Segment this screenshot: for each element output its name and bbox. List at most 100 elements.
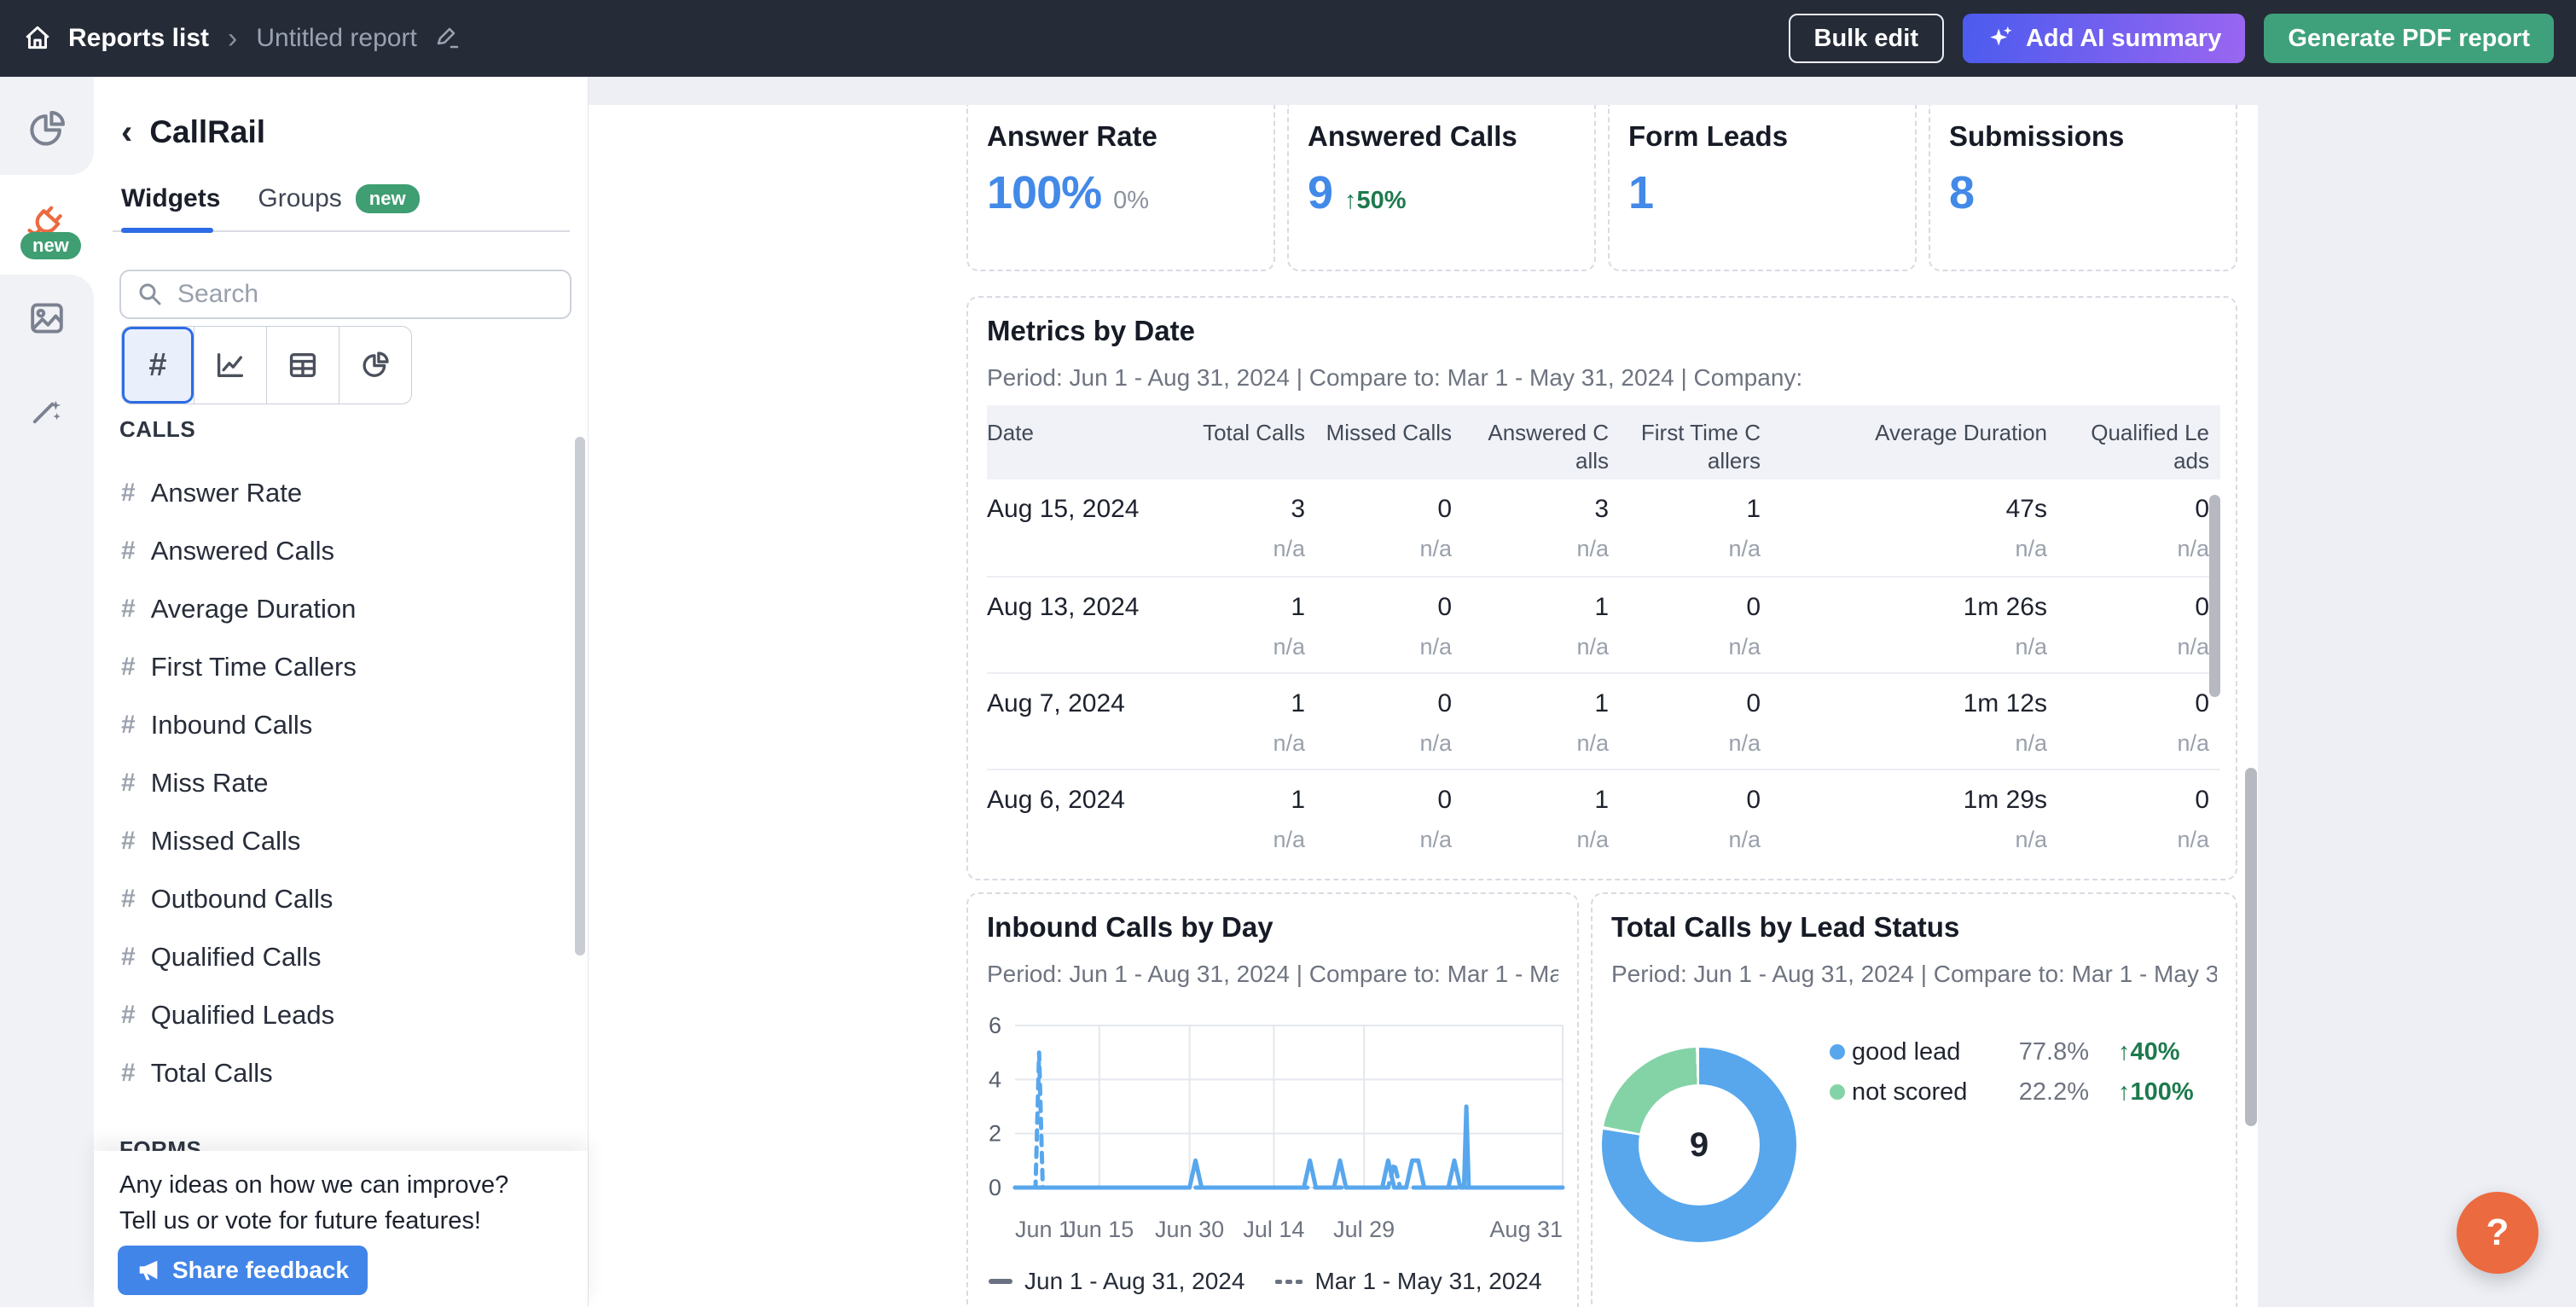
kpi-title: Form Leads bbox=[1628, 120, 1788, 153]
column-header: First Time Callers bbox=[1610, 419, 1762, 479]
sidebar-widget-item[interactable]: # Outbound Calls bbox=[94, 870, 571, 928]
pie-chart-nav-icon[interactable] bbox=[0, 109, 94, 148]
cell-value: 1n/a bbox=[1179, 786, 1307, 865]
bulk-edit-button[interactable]: Bulk edit bbox=[1789, 14, 1944, 63]
search-box[interactable] bbox=[119, 270, 571, 319]
feedback-line2: Tell us or vote for future features! bbox=[119, 1207, 481, 1235]
active-tab-indicator bbox=[121, 228, 213, 233]
column-header: Total Calls bbox=[1179, 419, 1307, 479]
kpi-title: Answered Calls bbox=[1308, 120, 1517, 153]
cell-value: 1n/a bbox=[1610, 495, 1762, 576]
table-scrollbar[interactable] bbox=[2209, 495, 2220, 697]
widget-type-pie[interactable] bbox=[339, 327, 411, 404]
number-sign-icon: # bbox=[121, 769, 136, 798]
svg-text:Jun 30: Jun 30 bbox=[1155, 1217, 1224, 1242]
sparkles-icon bbox=[1987, 24, 2016, 53]
search-input[interactable] bbox=[176, 279, 554, 310]
kpi-card[interactable]: Submissions 8 bbox=[1929, 105, 2237, 271]
sidebar-widget-item[interactable]: # Missed Calls bbox=[94, 812, 571, 870]
sidebar-widget-item[interactable]: # Inbound Calls bbox=[94, 696, 571, 754]
legend-change: ↑100% bbox=[2118, 1078, 2194, 1107]
widget-type-number[interactable]: # bbox=[122, 327, 194, 404]
share-feedback-button[interactable]: Share feedback bbox=[118, 1246, 368, 1295]
magic-wand-nav-icon[interactable] bbox=[0, 391, 94, 428]
legend-solid-swatch bbox=[989, 1279, 1012, 1284]
metrics-by-date-widget[interactable]: Metrics by Date Period: Jun 1 - Aug 31, … bbox=[966, 296, 2237, 880]
sidebar-widget-item[interactable]: # Average Duration bbox=[94, 580, 571, 638]
megaphone-icon bbox=[136, 1258, 162, 1283]
widget-item-label: Answer Rate bbox=[151, 478, 302, 508]
cell-value: 0n/a bbox=[1610, 689, 1762, 769]
cell-value: 1m 29sn/a bbox=[1762, 786, 2049, 865]
generate-pdf-button[interactable]: Generate PDF report bbox=[2264, 14, 2554, 63]
table-body: Aug 15, 2024 3n/a 0n/a 3n/a 1n/a 47sn/a … bbox=[987, 479, 2220, 865]
total-calls-by-lead-status-widget[interactable]: Total Calls by Lead Status Period: Jun 1… bbox=[1591, 892, 2237, 1307]
cell-value: 0n/a bbox=[2049, 786, 2211, 865]
cell-value: 0n/a bbox=[1307, 593, 1453, 672]
cell-value: 0n/a bbox=[1610, 593, 1762, 672]
cell-value: 0n/a bbox=[1307, 495, 1453, 576]
sidebar-widget-item[interactable]: # Qualified Calls bbox=[94, 928, 571, 986]
widget-type-table[interactable] bbox=[266, 327, 339, 404]
widget-title: Inbound Calls by Day bbox=[987, 911, 1273, 944]
add-ai-summary-button[interactable]: Add AI summary bbox=[1963, 14, 2245, 63]
kpi-card[interactable]: Answer Rate 100% 0% bbox=[966, 105, 1275, 271]
sidebar-widget-item[interactable]: # Qualified Leads bbox=[94, 986, 571, 1044]
legend-label: good lead bbox=[1852, 1038, 2005, 1066]
table-row: Aug 6, 2024 1n/a 0n/a 1n/a 0n/a 1m 29sn/… bbox=[987, 769, 2220, 865]
cell-value: 0n/a bbox=[2049, 593, 2211, 672]
cell-value: 1n/a bbox=[1179, 593, 1307, 672]
breadcrumb-reports-list[interactable]: Reports list bbox=[68, 24, 209, 53]
kpi-card[interactable]: Answered Calls 9 ↑50% bbox=[1287, 105, 1596, 271]
sidebar-widget-item[interactable]: # Total Calls bbox=[94, 1044, 571, 1102]
legend-series-label: Jun 1 - Aug 31, 2024 bbox=[1024, 1268, 1244, 1295]
cell-value: 0n/a bbox=[1307, 689, 1453, 769]
cell-value: 3n/a bbox=[1179, 495, 1307, 576]
kpi-card[interactable]: Form Leads 1 bbox=[1608, 105, 1917, 271]
widget-item-label: Qualified Leads bbox=[151, 1000, 334, 1031]
edit-title-icon[interactable] bbox=[432, 24, 461, 53]
svg-text:6: 6 bbox=[989, 1013, 1001, 1038]
number-sign-icon: # bbox=[121, 479, 136, 508]
icon-rail: new bbox=[0, 77, 94, 1307]
feedback-panel: Any ideas on how we can improve? Tell us… bbox=[94, 1151, 588, 1307]
tab-groups[interactable]: Groups new bbox=[258, 184, 419, 213]
sidebar-widget-item[interactable]: # Miss Rate bbox=[94, 754, 571, 812]
number-sign-icon: # bbox=[121, 827, 136, 856]
legend-change: ↑40% bbox=[2118, 1038, 2180, 1066]
home-icon[interactable] bbox=[22, 23, 53, 54]
inbound-calls-by-day-widget[interactable]: Inbound Calls by Day Period: Jun 1 - Aug… bbox=[966, 892, 1579, 1307]
sidebar-scrollbar[interactable] bbox=[575, 437, 585, 956]
help-button[interactable]: ? bbox=[2457, 1192, 2538, 1274]
tab-widgets[interactable]: Widgets bbox=[121, 184, 220, 213]
legend-dashed-swatch bbox=[1275, 1280, 1303, 1284]
kpi-title: Submissions bbox=[1949, 120, 2124, 153]
feedback-line1: Any ideas on how we can improve? bbox=[119, 1171, 508, 1200]
column-header: Answered Calls bbox=[1453, 419, 1610, 479]
number-sign-icon: # bbox=[148, 347, 166, 384]
number-sign-icon: # bbox=[121, 885, 136, 914]
kpi-value: 100% bbox=[987, 166, 1101, 219]
donut-chart-icon bbox=[359, 349, 392, 381]
number-sign-icon: # bbox=[121, 1059, 136, 1088]
cell-date: Aug 6, 2024 bbox=[987, 786, 1179, 865]
number-sign-icon: # bbox=[121, 1001, 136, 1030]
widget-item-label: First Time Callers bbox=[151, 652, 357, 683]
main-scrollbar[interactable] bbox=[2245, 768, 2257, 1126]
image-nav-icon[interactable] bbox=[0, 299, 94, 337]
sidebar-widget-item[interactable]: # Answered Calls bbox=[94, 522, 571, 580]
rail-new-badge: new bbox=[20, 232, 81, 259]
sidebar-widget-item[interactable]: # Answer Rate bbox=[94, 464, 571, 522]
cell-value: 0n/a bbox=[2049, 495, 2211, 576]
sidebar-widget-item[interactable]: # First Time Callers bbox=[94, 638, 571, 696]
column-header: Missed Calls bbox=[1307, 419, 1453, 479]
svg-text:2: 2 bbox=[989, 1121, 1001, 1147]
legend-dot-icon bbox=[1830, 1044, 1845, 1060]
svg-text:4: 4 bbox=[989, 1066, 1001, 1092]
sidebar-title: CallRail bbox=[149, 114, 265, 150]
donut-chart: 9 bbox=[1602, 1048, 1796, 1242]
widgets-sidebar: ‹ CallRail Widgets Groups new # bbox=[94, 77, 589, 1307]
widget-type-line-chart[interactable] bbox=[194, 327, 266, 404]
back-chevron-icon[interactable]: ‹ bbox=[121, 115, 132, 149]
svg-text:Jul 14: Jul 14 bbox=[1243, 1217, 1304, 1242]
